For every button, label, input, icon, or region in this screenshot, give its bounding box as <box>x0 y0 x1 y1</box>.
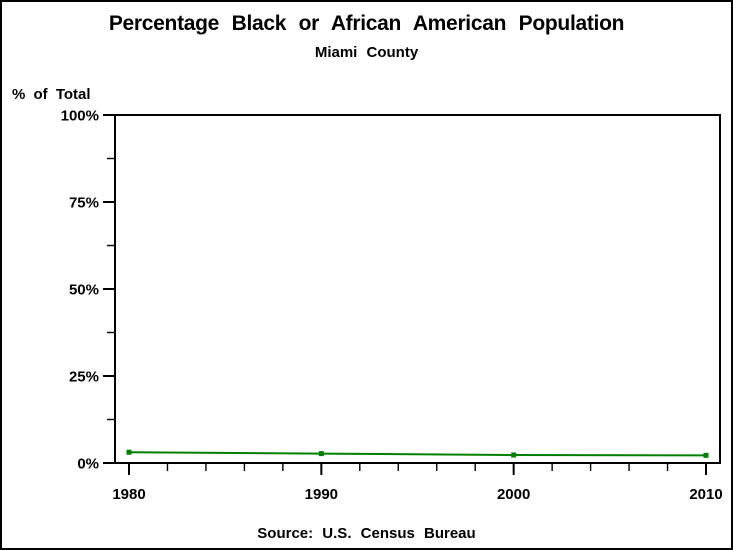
y-tick-label: 100% <box>61 108 99 125</box>
source-note: Source: U.S. Census Bureau <box>257 525 476 542</box>
data-point-marker <box>703 452 709 458</box>
x-tick-label: 2010 <box>689 486 722 503</box>
data-point-marker <box>126 449 132 455</box>
y-tick-label: 50% <box>69 282 99 299</box>
x-tick-label: 1990 <box>305 486 338 503</box>
y-axis-title: % of Total <box>12 86 91 103</box>
y-tick-label: 75% <box>69 195 99 212</box>
plot-frame <box>114 114 721 464</box>
chart-subtitle: Miami County <box>314 44 419 61</box>
x-tick-label: 2000 <box>497 486 530 503</box>
chart-title: Percentage Black or African American Pop… <box>108 12 625 35</box>
x-tick-label: 1980 <box>112 486 145 503</box>
y-tick-label: 25% <box>69 369 99 386</box>
y-tick-label: 0% <box>77 456 99 473</box>
data-line <box>128 451 707 457</box>
data-point-marker <box>318 451 324 457</box>
data-point-marker <box>511 452 517 458</box>
